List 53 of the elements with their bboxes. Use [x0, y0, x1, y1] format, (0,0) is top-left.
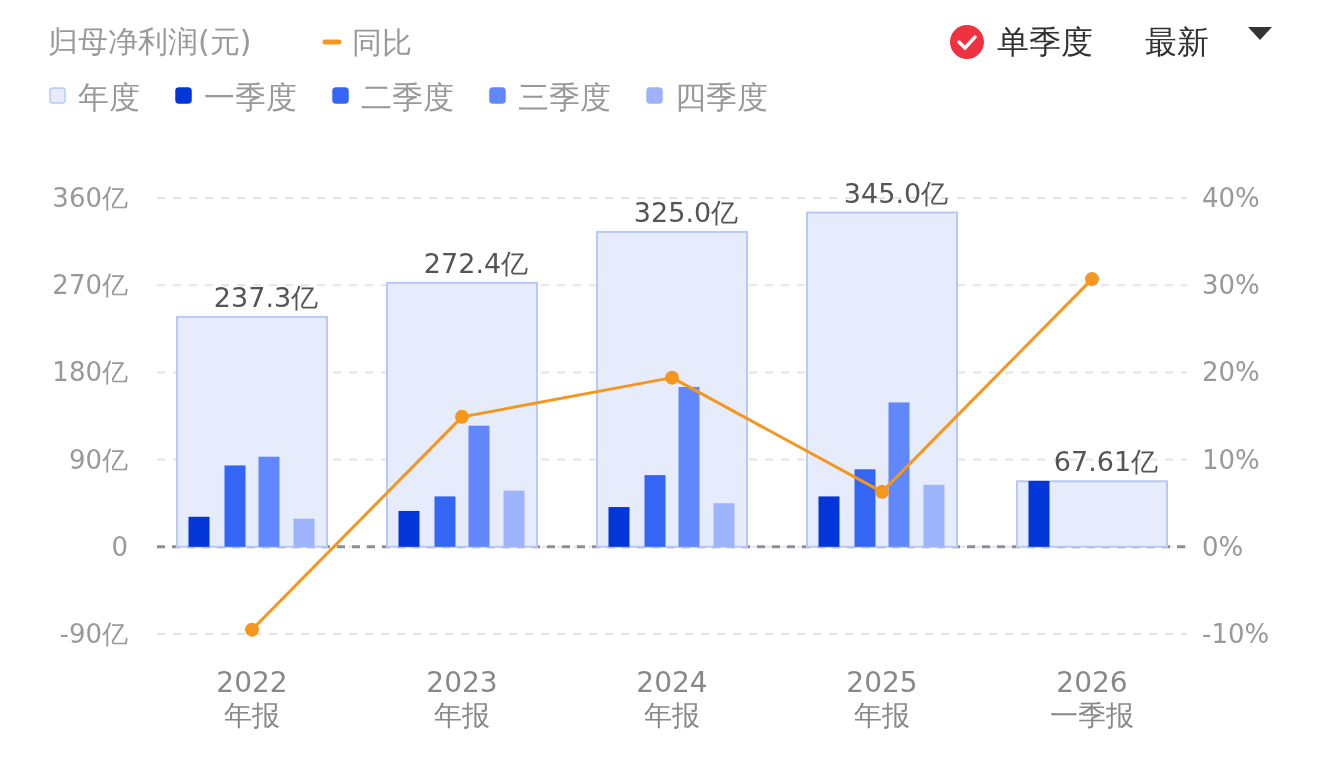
bar: [1028, 480, 1050, 547]
bar: [224, 465, 246, 547]
bar: [678, 386, 700, 547]
text: 单季度: [997, 23, 1093, 61]
x-tick-label: 2024 年报: [636, 666, 708, 732]
y2-tick-label: 0%: [1202, 531, 1244, 562]
data-label: 325.0亿: [633, 196, 739, 228]
y-tick-label: -90亿: [59, 619, 128, 649]
y2-tick-label: -10%: [1202, 619, 1270, 649]
point: [455, 409, 469, 424]
y-tick-label: 360亿: [52, 183, 128, 213]
data-label: 272.4亿: [423, 247, 529, 279]
bar: [608, 507, 630, 547]
bar: [503, 490, 525, 547]
x-tick-label: 2023 年报: [426, 666, 498, 732]
legend-label: 三季度: [518, 79, 611, 115]
x-tick-label: 2025 年报: [846, 666, 918, 732]
y-tick-label: 0: [111, 531, 128, 562]
chart-title: 归母净利润(元): [48, 24, 252, 59]
bar: [713, 503, 735, 547]
bar: [644, 475, 666, 547]
y-tick-label: 90亿: [68, 444, 128, 475]
legend-label: 年度: [78, 79, 140, 115]
y-tick-label: 180亿: [52, 357, 128, 388]
y-tick-label: 270亿: [52, 270, 128, 301]
bar: [188, 516, 210, 547]
point: [665, 370, 679, 385]
x-tick-label: 2022 年报: [216, 666, 288, 732]
legend-label: 二季度: [361, 79, 454, 115]
y2-tick-label: 10%: [1202, 444, 1260, 475]
legend-label: 一季度: [204, 79, 297, 115]
bar: [468, 425, 490, 547]
bar: [434, 496, 456, 547]
point: [245, 622, 259, 637]
bar: [398, 510, 420, 547]
data-label: 67.61亿: [1053, 446, 1159, 478]
x-tick-label: 2026 一季报: [1050, 666, 1134, 732]
data-label: 345.0亿: [843, 177, 949, 209]
y2-tick-label: 40%: [1202, 183, 1260, 213]
bar: [888, 402, 910, 547]
bar: [258, 456, 280, 547]
point: [1085, 272, 1099, 287]
legend-label: 四季度: [675, 79, 768, 115]
y2-tick-label: 30%: [1202, 270, 1260, 301]
bar: [293, 518, 315, 547]
y2-tick-label: 20%: [1202, 357, 1260, 388]
data-label: 237.3亿: [213, 281, 319, 313]
text: 最新: [1145, 23, 1209, 61]
point: [875, 484, 889, 499]
legend-label: 同比: [352, 25, 412, 60]
bar: [854, 469, 876, 547]
bar: [818, 496, 840, 547]
bar: [923, 484, 945, 547]
